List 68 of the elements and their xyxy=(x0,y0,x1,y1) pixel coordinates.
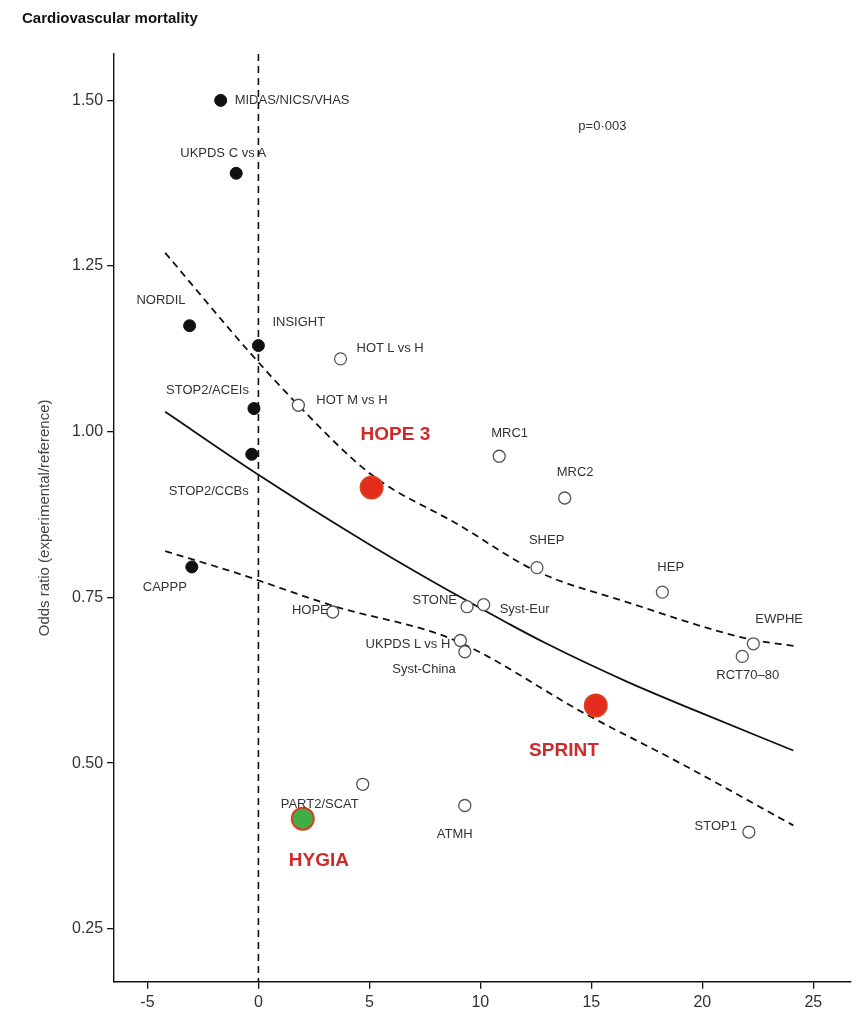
point xyxy=(183,319,197,333)
x-tick-label: 20 xyxy=(693,992,712,1010)
annotation: RCT70–80 xyxy=(716,666,780,682)
point xyxy=(333,352,348,366)
annotation: STOP1 xyxy=(694,817,737,833)
annotation: MRC2 xyxy=(556,463,594,479)
chart-title: Cardiovascular mortality xyxy=(22,9,199,27)
x-tick-label: 10 xyxy=(471,992,490,1010)
point xyxy=(558,491,572,505)
point xyxy=(458,798,472,813)
point xyxy=(530,560,544,575)
y-tick-label: 0.25 xyxy=(72,919,104,937)
annotation: Syst-Eur xyxy=(499,601,551,617)
series-label: HOPE 3 xyxy=(360,422,431,444)
point xyxy=(458,645,472,659)
annotation: STOP2/CCBs xyxy=(168,482,250,498)
x-tick-label: 25 xyxy=(804,992,823,1010)
y-tick-label: 1.50 xyxy=(72,90,104,108)
annotation: HOT L vs H xyxy=(356,340,424,356)
point xyxy=(245,447,259,461)
point xyxy=(735,649,749,664)
point xyxy=(326,605,340,619)
annotation: p=0·003 xyxy=(578,117,627,133)
annotation: HEP xyxy=(657,558,685,574)
y-tick-label: 1.25 xyxy=(72,256,104,274)
x-tick-label: 0 xyxy=(253,992,263,1010)
point xyxy=(251,339,265,353)
annotation: UKPDS C vs A xyxy=(180,144,267,160)
y-tick-label: 1.00 xyxy=(72,422,104,440)
point xyxy=(583,693,608,718)
series-label: HYGIA xyxy=(288,849,350,871)
point xyxy=(247,402,261,416)
annotation: MRC1 xyxy=(491,424,529,440)
point xyxy=(477,598,491,612)
annotation: PART2/SCAT xyxy=(280,795,359,811)
annotation: INSIGHT xyxy=(272,314,326,330)
point xyxy=(214,93,228,107)
annotation: CAPPP xyxy=(142,578,187,594)
annotation: MIDAS/NICS/VHAS xyxy=(234,91,350,107)
y-axis-title: Odds ratio (experimental/reference) xyxy=(35,399,53,637)
annotation: HOT M vs H xyxy=(316,391,388,407)
annotation: NORDIL xyxy=(136,292,186,308)
x-tick-label: -5 xyxy=(140,992,155,1010)
point xyxy=(742,825,756,839)
point xyxy=(492,449,506,463)
x-tick-label: 5 xyxy=(364,992,374,1010)
annotation: HOPE xyxy=(291,601,330,617)
point xyxy=(185,560,199,574)
point xyxy=(359,475,384,500)
point xyxy=(453,633,468,648)
x-tick-label: 15 xyxy=(582,992,601,1010)
y-tick-label: 0.50 xyxy=(72,753,104,771)
annotation: EWPHE xyxy=(755,611,804,627)
point xyxy=(746,637,760,651)
annotation: STOP2/ACEIs xyxy=(166,382,250,398)
point xyxy=(291,398,306,412)
series-label: SPRINT xyxy=(529,738,600,760)
y-tick-label: 0.75 xyxy=(72,587,104,605)
point xyxy=(290,806,315,831)
annotation: ATMH xyxy=(436,826,473,842)
point xyxy=(460,600,474,614)
annotation: SHEP xyxy=(528,532,565,548)
annotation: UKPDS L vs H xyxy=(365,636,451,652)
annotation: Syst-China xyxy=(392,661,457,677)
point xyxy=(356,777,370,791)
point xyxy=(655,585,669,599)
annotation: STONE xyxy=(412,592,458,608)
point xyxy=(229,166,243,180)
